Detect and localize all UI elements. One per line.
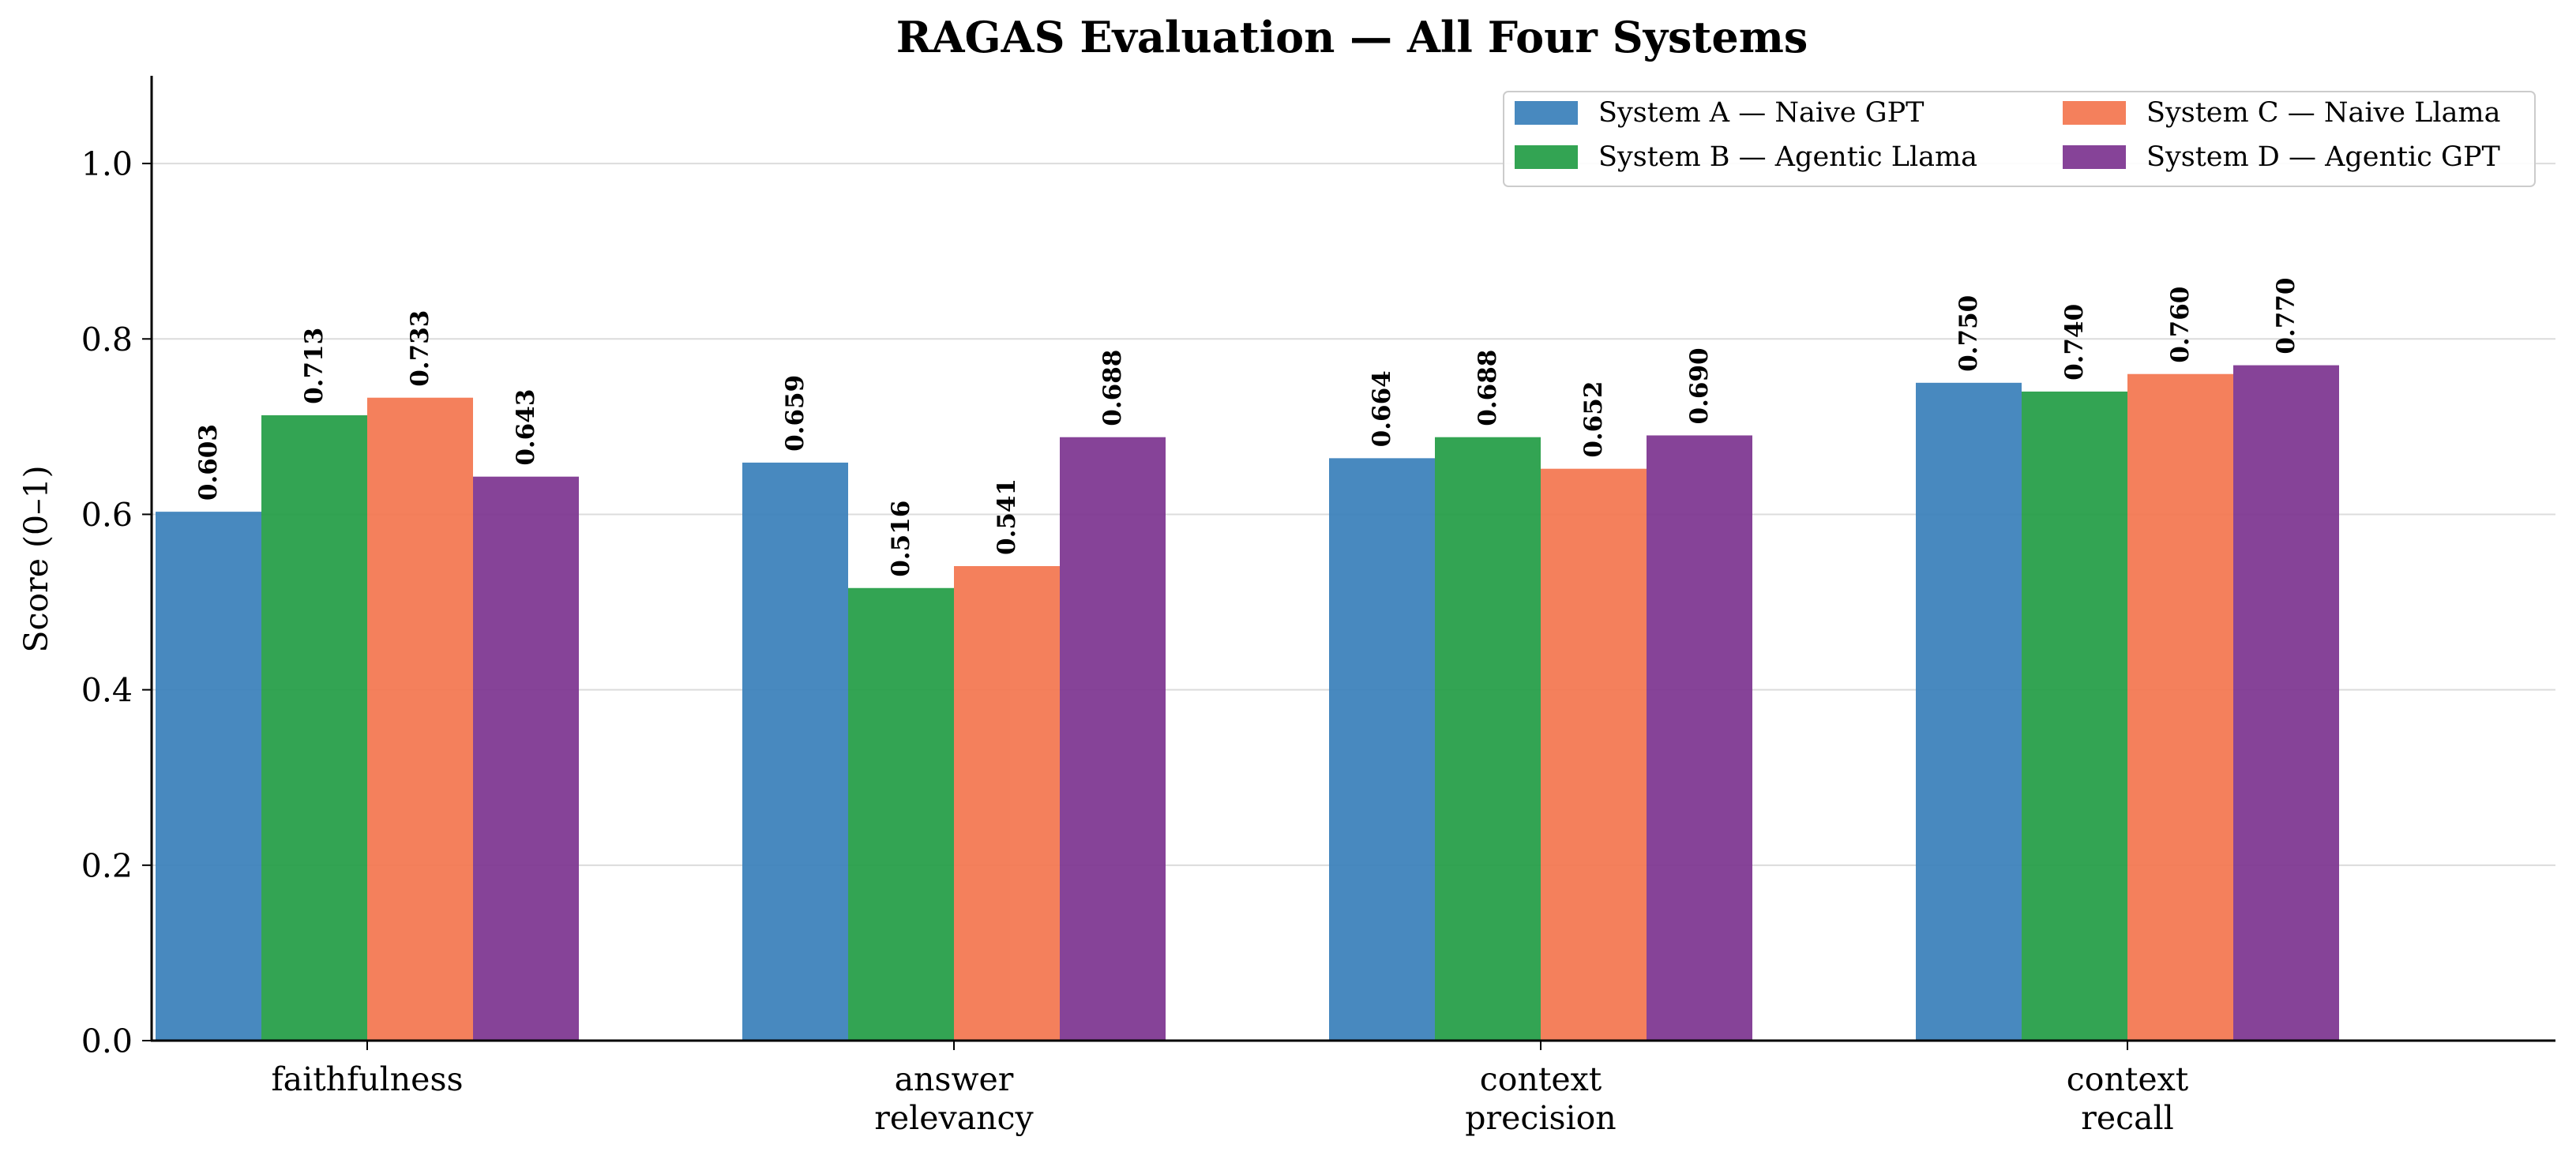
bars — [156, 365, 2339, 1041]
x-tick-label: answer — [895, 1060, 1014, 1098]
x-tick-label: precision — [1465, 1099, 1616, 1137]
bar — [156, 512, 261, 1041]
bar-value-label: 0.733 — [406, 310, 434, 387]
chart-title: RAGAS Evaluation — All Four Systems — [896, 12, 1808, 62]
y-tick-label: 0.4 — [81, 672, 133, 710]
legend-label: System C — Naive Llama — [2146, 97, 2501, 129]
y-tick-label: 1.0 — [81, 145, 133, 183]
axes: 0.0 0.2 0.4 0.6 0.8 1.0 faithfulness answerrele… — [81, 76, 2555, 1137]
bar-value-label: 0.516 — [887, 501, 915, 577]
x-tick-label: recall — [2081, 1099, 2174, 1137]
y-tick-label: 0.2 — [81, 847, 133, 885]
y-tick-label: 0.6 — [81, 496, 133, 534]
bar — [848, 587, 954, 1041]
bar-value-label: 0.740 — [2060, 304, 2089, 381]
y-tick-label: 0.8 — [81, 321, 133, 358]
bar — [1060, 437, 1166, 1041]
x-tick-label: faithfulness — [271, 1060, 463, 1098]
bar — [1541, 468, 1647, 1041]
bar-value-label: 0.652 — [1579, 381, 1608, 458]
bar — [2127, 373, 2233, 1041]
y-tick-label: 0.0 — [81, 1022, 133, 1060]
bar — [1916, 382, 2022, 1041]
bar-value-label: 0.643 — [512, 389, 540, 466]
bar — [1329, 458, 1435, 1041]
legend-swatch — [1515, 101, 1578, 125]
bar — [1647, 435, 1752, 1041]
bar-value-labels: 0.603 0.713 0.733 0.643 0.659 0.516 0.541 0.688… — [194, 278, 2300, 577]
legend-swatch — [2063, 145, 2126, 169]
bar-value-label: 0.659 — [781, 375, 809, 452]
x-tick-label: context — [1480, 1060, 1602, 1098]
bar-value-label: 0.750 — [1955, 295, 1983, 372]
bar — [1435, 437, 1541, 1041]
bar — [742, 462, 848, 1041]
legend-box — [1503, 91, 2536, 187]
bar-value-label: 0.688 — [1474, 350, 1502, 426]
bar-value-label: 0.713 — [300, 328, 329, 404]
legend-swatch — [1515, 145, 1578, 169]
bar — [473, 476, 579, 1041]
bar — [367, 397, 473, 1041]
bar-value-label: 0.760 — [2166, 287, 2195, 363]
bar — [2233, 365, 2339, 1041]
bar — [2022, 391, 2127, 1041]
x-tick-label: relevancy — [874, 1099, 1034, 1137]
bar-value-label: 0.690 — [1685, 347, 1714, 424]
legend-swatch — [2063, 101, 2126, 125]
bar-value-label: 0.688 — [1098, 350, 1127, 426]
legend: System A — Naive GPT System B — Agentic L… — [1503, 91, 2536, 187]
bar-value-label: 0.770 — [2272, 278, 2300, 355]
bar-value-label: 0.603 — [194, 424, 223, 501]
x-tick-label: context — [2067, 1060, 2189, 1098]
legend-label: System D — Agentic GPT — [2146, 141, 2500, 173]
bar-value-label: 0.541 — [993, 478, 1021, 555]
y-axis-label: Score (0–1) — [17, 465, 55, 652]
bar-value-label: 0.664 — [1368, 370, 1396, 447]
bar — [261, 415, 367, 1041]
legend-label: System A — Naive GPT — [1598, 97, 1924, 129]
bar — [954, 565, 1060, 1041]
legend-label: System B — Agentic Llama — [1598, 141, 1977, 173]
